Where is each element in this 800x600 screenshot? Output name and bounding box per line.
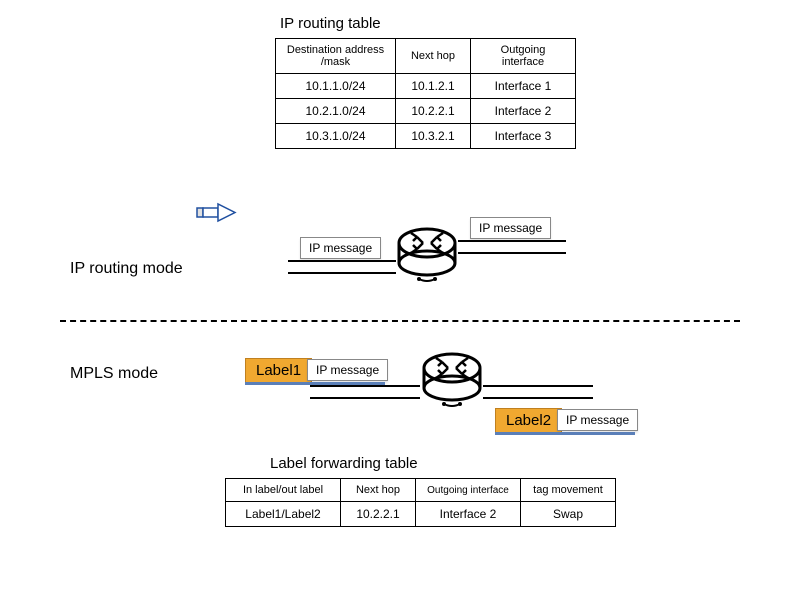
ip-message-box: IP message bbox=[557, 409, 638, 431]
table-header-row: In label/out label Next hop Outgoing int… bbox=[226, 479, 616, 502]
label-box: Label2 bbox=[495, 408, 562, 433]
ip-message-box: IP message bbox=[307, 359, 388, 381]
router-icon bbox=[420, 350, 485, 410]
label-forwarding-table: In label/out label Next hop Outgoing int… bbox=[225, 478, 616, 527]
ip-table-title: IP routing table bbox=[280, 15, 381, 32]
router-icon bbox=[395, 225, 460, 285]
wire bbox=[458, 252, 566, 254]
ip-mode-label: IP routing mode bbox=[70, 260, 183, 278]
label-box: Label1 bbox=[245, 358, 312, 383]
table-row: 10.1.1.0/24 10.1.2.1 Interface 1 bbox=[276, 74, 576, 99]
ip-routing-table: Destination address /mask Next hop Outgo… bbox=[275, 38, 576, 149]
arrow-icon bbox=[195, 200, 240, 225]
table-header-row: Destination address /mask Next hop Outgo… bbox=[276, 39, 576, 74]
col-tagmove: tag movement bbox=[521, 479, 616, 502]
wire-highlight bbox=[495, 432, 635, 435]
col-nexthop: Next hop bbox=[396, 39, 471, 74]
ip-message-box: IP message bbox=[470, 217, 551, 239]
table-row: 10.3.1.0/24 10.3.2.1 Interface 3 bbox=[276, 124, 576, 149]
col-nexthop: Next hop bbox=[341, 479, 416, 502]
table-row: 10.2.1.0/24 10.2.2.1 Interface 2 bbox=[276, 99, 576, 124]
wire bbox=[288, 260, 396, 262]
table-row: Label1/Label2 10.2.2.1 Interface 2 Swap bbox=[226, 502, 616, 527]
wire bbox=[310, 385, 420, 387]
ip-message-box: IP message bbox=[300, 237, 381, 259]
wire bbox=[288, 272, 396, 274]
wire bbox=[483, 385, 593, 387]
separator bbox=[60, 320, 740, 322]
col-outif: Outgoing interface bbox=[471, 39, 576, 74]
col-outif: Outgoing interface bbox=[416, 479, 521, 502]
col-inout: In label/out label bbox=[226, 479, 341, 502]
mpls-mode-label: MPLS mode bbox=[70, 365, 158, 383]
wire bbox=[458, 240, 566, 242]
wire bbox=[483, 397, 593, 399]
wire bbox=[310, 397, 420, 399]
label-table-title: Label forwarding table bbox=[270, 455, 418, 472]
wire-highlight bbox=[245, 382, 385, 385]
col-dest: Destination address /mask bbox=[276, 39, 396, 74]
